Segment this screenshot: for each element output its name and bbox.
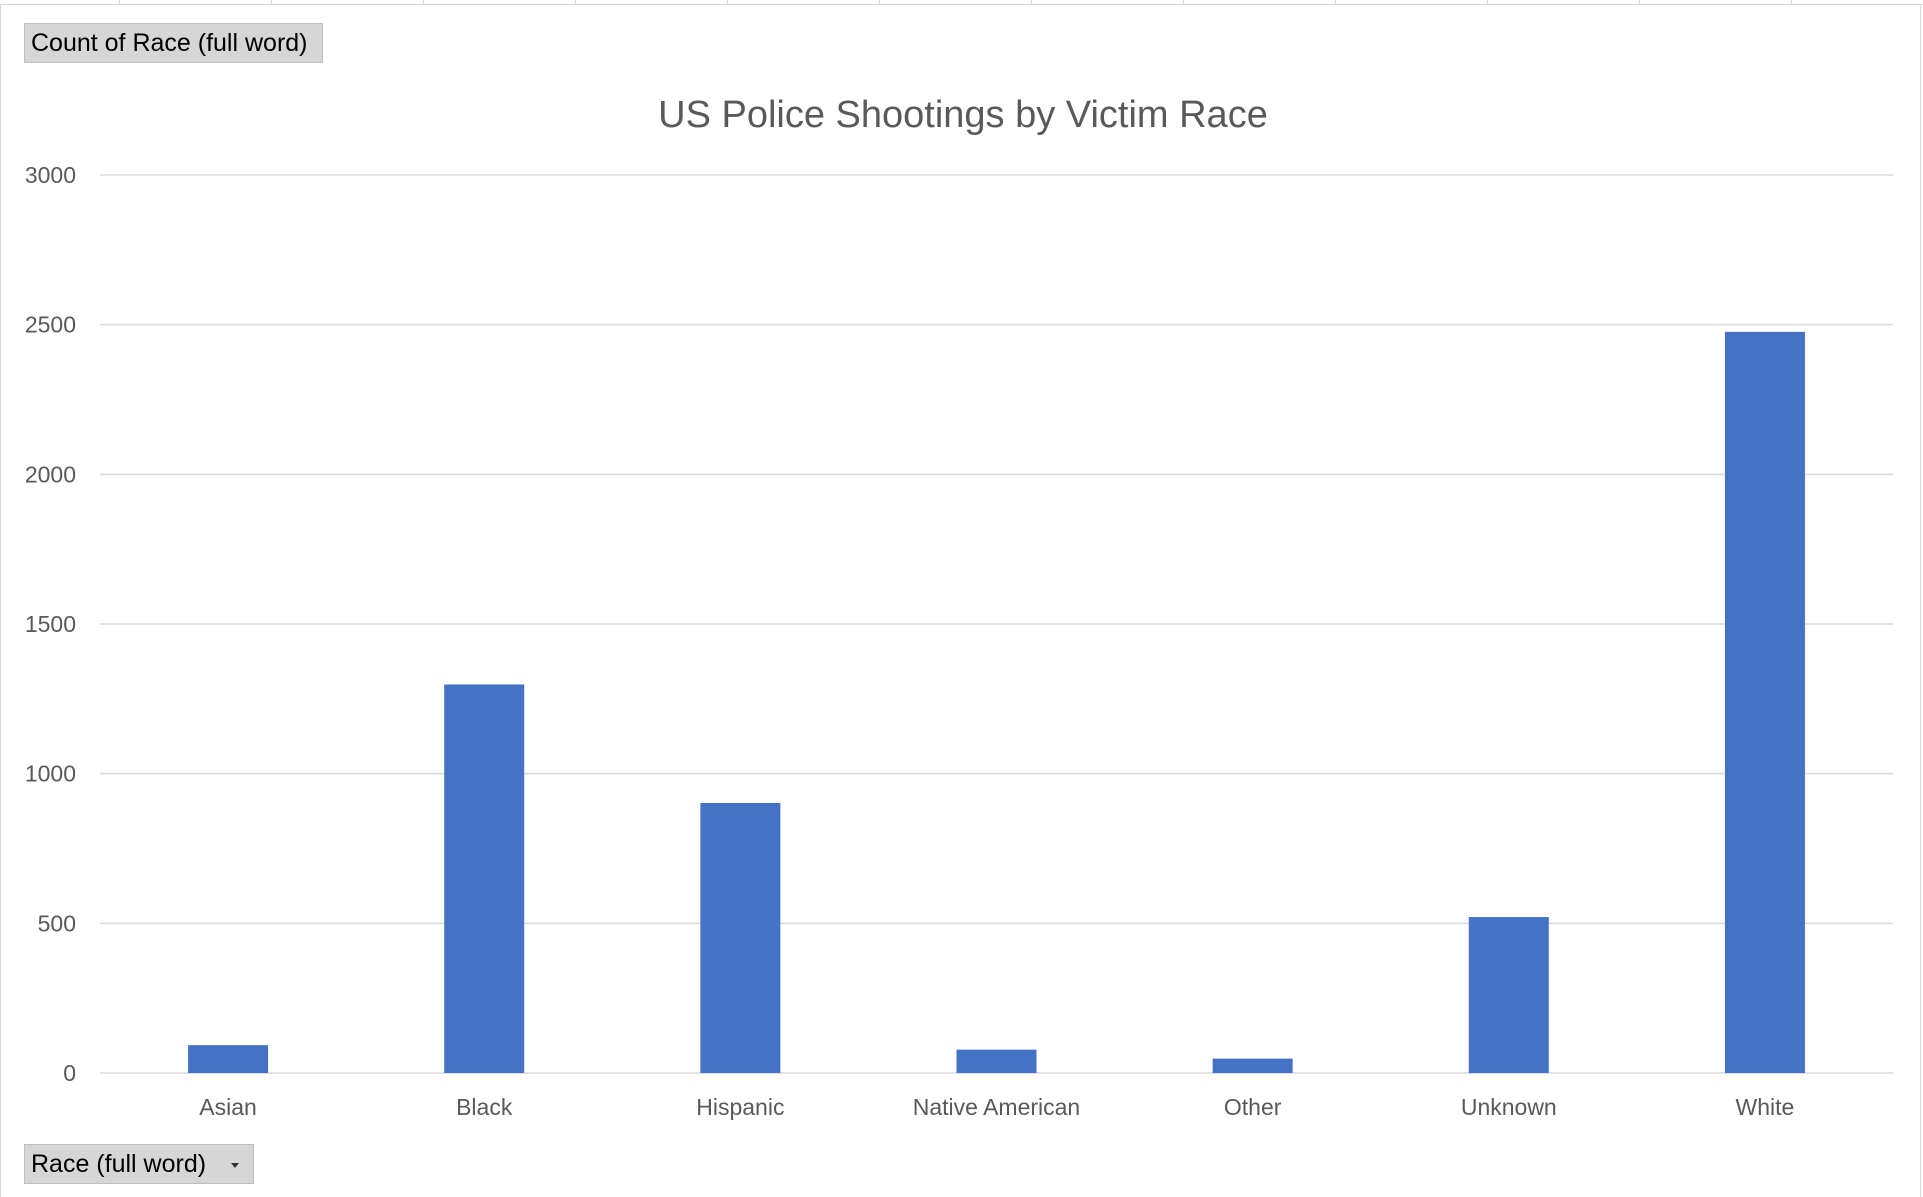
- bar-native-american[interactable]: [956, 1049, 1037, 1073]
- sheet-column-divider: [119, 0, 120, 4]
- bar-white[interactable]: [1724, 331, 1805, 1073]
- sheet-column-divider: [575, 0, 576, 4]
- sheet-column-divider: [1335, 0, 1336, 4]
- x-tick-label: Hispanic: [696, 1094, 784, 1120]
- sheet-column-divider: [1639, 0, 1640, 4]
- y-tick-label: 1000: [25, 761, 76, 787]
- y-tick-label: 2000: [25, 461, 76, 487]
- y-tick-label: 3000: [25, 162, 76, 188]
- bars: [188, 331, 1805, 1073]
- sheet-column-divider: [1031, 0, 1032, 4]
- sheet-column-divider: [423, 0, 424, 4]
- y-tick-label: 2500: [25, 312, 76, 338]
- chart-title: US Police Shootings by Victim Race: [658, 94, 1268, 136]
- sheet-column-divider: [727, 0, 728, 4]
- y-axis-ticks: 0 500 1000 1500 2000 2500 3000: [25, 162, 76, 1086]
- y-tick-label: 500: [38, 910, 76, 936]
- sheet-column-divider: [879, 0, 880, 4]
- bar-unknown[interactable]: [1468, 917, 1549, 1073]
- chevron-down-icon[interactable]: [231, 1162, 240, 1168]
- x-tick-label: Native American: [913, 1094, 1080, 1120]
- y-tick-label: 0: [63, 1060, 76, 1086]
- gridlines: [100, 174, 1893, 1074]
- x-tick-label: Black: [456, 1094, 513, 1120]
- sheet-column-divider: [1183, 0, 1184, 4]
- y-tick-label: 1500: [25, 611, 76, 637]
- x-tick-label: White: [1736, 1094, 1795, 1120]
- sheet-column-strip: [0, 0, 1923, 5]
- bar-asian[interactable]: [188, 1045, 269, 1073]
- bar-black[interactable]: [444, 684, 525, 1073]
- x-tick-label: Asian: [199, 1094, 257, 1120]
- x-tick-label: Unknown: [1461, 1094, 1557, 1120]
- x-axis-ticks: Asian Black Hispanic Native American Other Un…: [199, 1094, 1794, 1120]
- bar-hispanic[interactable]: [700, 803, 781, 1073]
- chart-area[interactable]: [0, 4, 1921, 1197]
- x-tick-label: Other: [1224, 1094, 1282, 1120]
- sheet-column-divider: [1487, 0, 1488, 4]
- pivot-value-field-button[interactable]: Count of Race (full word): [24, 23, 323, 63]
- pivot-value-field-label: Count of Race (full word): [31, 29, 308, 57]
- sheet-column-divider: [271, 0, 272, 4]
- bar-other[interactable]: [1212, 1058, 1293, 1073]
- pivot-axis-field-button[interactable]: Race (full word): [24, 1144, 255, 1184]
- sheet-column-divider: [1791, 0, 1792, 4]
- pivot-axis-field-label: Race (full word): [31, 1150, 207, 1178]
